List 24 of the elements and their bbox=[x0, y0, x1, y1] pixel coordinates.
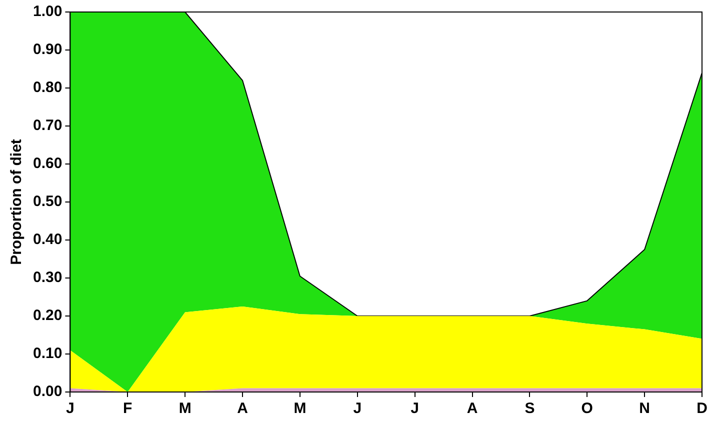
x-tick-label: A bbox=[237, 400, 248, 418]
x-tick-label: J bbox=[410, 400, 419, 418]
y-axis-title: Proportion of diet bbox=[8, 139, 26, 265]
x-tick-label: J bbox=[353, 400, 362, 418]
y-tick-label: 0.90 bbox=[32, 41, 62, 58]
x-tick-label: M bbox=[178, 400, 192, 418]
y-tick-label: 1.00 bbox=[32, 3, 62, 20]
y-tick-label: 0.60 bbox=[32, 155, 62, 172]
x-tick-label: S bbox=[524, 400, 535, 418]
y-tick-label: 0.10 bbox=[32, 345, 62, 362]
y-tick-label: 0.40 bbox=[32, 231, 62, 248]
x-tick-label: D bbox=[696, 400, 708, 418]
y-tick-label: 0.50 bbox=[32, 193, 62, 210]
x-tick-label: A bbox=[466, 400, 478, 418]
x-tick-label: F bbox=[123, 400, 132, 418]
y-tick-label: 0.70 bbox=[32, 117, 62, 134]
y-tick-label: 0.80 bbox=[32, 79, 62, 96]
y-tick-label: 0.00 bbox=[32, 383, 62, 400]
y-tick-label: 0.20 bbox=[32, 307, 62, 324]
x-tick-label: M bbox=[294, 400, 306, 418]
x-tick-label: O bbox=[581, 400, 594, 418]
x-tick-label: J bbox=[66, 400, 74, 418]
x-tick-label: N bbox=[639, 400, 650, 418]
y-tick-label: 0.30 bbox=[32, 269, 62, 286]
